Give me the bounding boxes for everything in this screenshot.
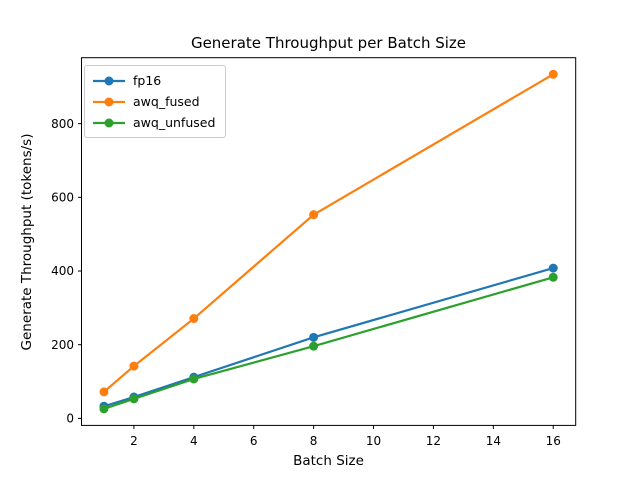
- y-tick-label: 400: [51, 264, 74, 278]
- x-tick-label: 10: [366, 434, 381, 448]
- series-marker-awq_unfused: [99, 404, 109, 414]
- series-marker-awq_unfused: [548, 272, 558, 282]
- x-tick-label: 2: [130, 434, 138, 448]
- x-tick-label: 14: [486, 434, 501, 448]
- x-tick-label: 8: [310, 434, 318, 448]
- series-marker-awq_unfused: [189, 374, 199, 384]
- legend-line-marker-icon: [93, 118, 125, 127]
- x-tick-label: 4: [190, 434, 198, 448]
- x-axis-label: Batch Size: [293, 453, 364, 469]
- series-awq_unfused: [99, 272, 558, 414]
- legend-entry-awq_fused: awq_fused: [92, 91, 215, 112]
- series-marker-awq_fused: [189, 314, 199, 324]
- series-marker-awq_fused: [129, 361, 139, 371]
- legend-label: fp16: [133, 73, 162, 88]
- series-marker-awq_fused: [548, 69, 558, 79]
- legend: fp16 awq_fused awq_unfused: [84, 65, 227, 138]
- series-line-awq_unfused: [102, 276, 555, 410]
- y-tick-label: 0: [66, 412, 74, 426]
- x-tick-label: 6: [250, 434, 258, 448]
- series-fp16: [99, 263, 558, 411]
- legend-line-marker-icon: [93, 97, 125, 106]
- y-tick-label: 200: [51, 338, 74, 352]
- legend-entry-awq_unfused: awq_unfused: [92, 112, 215, 133]
- y-tick-label: 600: [51, 191, 74, 205]
- series-marker-fp16: [548, 263, 558, 273]
- legend-entry-fp16: fp16: [92, 70, 215, 91]
- series-marker-awq_fused: [309, 210, 319, 220]
- legend-label: awq_fused: [133, 94, 200, 109]
- y-tick-label: 800: [51, 117, 74, 131]
- series-marker-fp16: [309, 332, 319, 342]
- chart-title: Generate Throughput per Batch Size: [190, 34, 467, 52]
- series-marker-awq_unfused: [309, 341, 319, 351]
- x-tick-label: 16: [546, 434, 561, 448]
- legend-label: awq_unfused: [133, 115, 216, 130]
- x-tick-label: 12: [426, 434, 441, 448]
- plot-frame: [81, 57, 577, 426]
- y-axis-label: Generate Throughput (tokens/s): [19, 133, 35, 351]
- legend-line-marker-icon: [93, 76, 125, 85]
- series-awq_fused: [99, 69, 558, 397]
- series-marker-awq_unfused: [129, 394, 139, 404]
- series-marker-awq_fused: [99, 387, 109, 397]
